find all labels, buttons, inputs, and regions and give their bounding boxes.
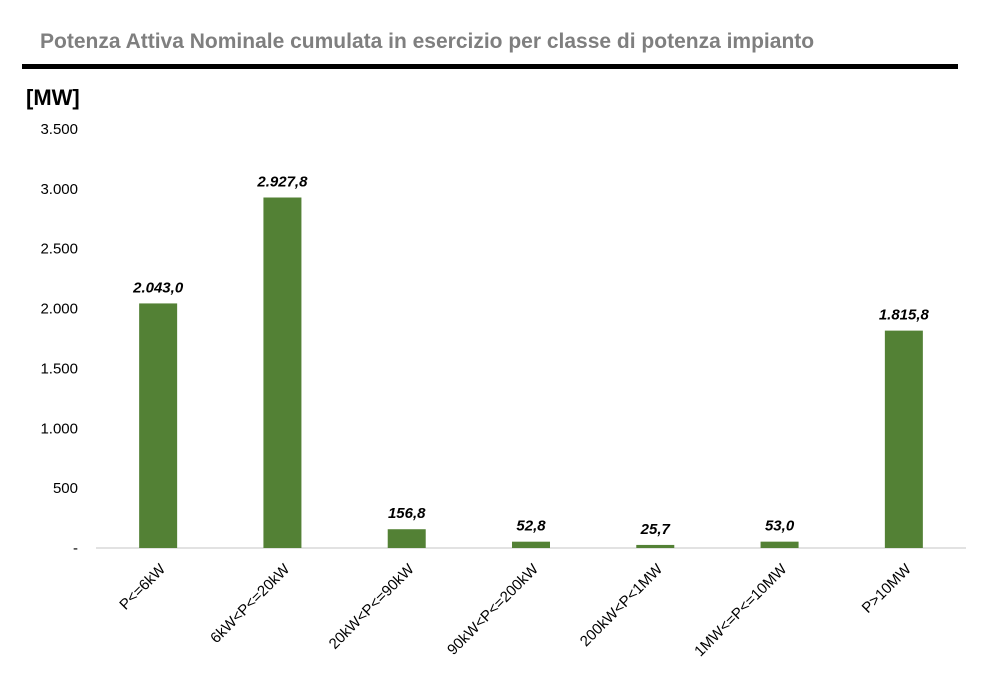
- y-axis-unit-label: [MW]: [26, 85, 80, 110]
- y-tick-label: 1.000: [40, 420, 78, 437]
- x-tick-label: 1MW<=P<=10MW: [691, 560, 791, 660]
- x-tick-label: 90kW<P<=200kW: [444, 560, 542, 658]
- x-tick-label: P>10MW: [859, 560, 916, 617]
- y-tick-label: 2.000: [40, 301, 78, 318]
- bar: [387, 529, 426, 548]
- data-label: 52,8: [516, 518, 546, 535]
- data-label: 2.927,8: [256, 174, 308, 191]
- y-tick-label: 2.500: [40, 241, 78, 258]
- y-tick-label: 500: [53, 480, 78, 497]
- x-tick-label: 200kW<P<1MW: [577, 560, 667, 650]
- bar: [884, 330, 923, 548]
- bar: [636, 544, 675, 548]
- bar: [139, 303, 178, 548]
- data-label: 156,8: [388, 505, 426, 522]
- y-tick-label: 1.500: [40, 360, 78, 377]
- x-tick-label: 6kW<P<=20kW: [207, 560, 294, 647]
- title-divider: [22, 64, 958, 69]
- bar: [760, 541, 799, 548]
- x-tick-label: P<=6kW: [116, 560, 169, 613]
- chart-title: Potenza Attiva Nominale cumulata in eser…: [40, 30, 815, 53]
- bar: [263, 197, 302, 548]
- data-label: 53,0: [765, 518, 795, 535]
- y-tick-label: 3.500: [40, 121, 78, 138]
- y-tick-label: 3.000: [40, 181, 78, 198]
- data-label: 1.815,8: [879, 307, 930, 324]
- y-tick-label: -: [73, 540, 78, 557]
- data-label: 2.043,0: [132, 279, 184, 296]
- bar: [512, 541, 550, 548]
- data-label: 25,7: [640, 521, 671, 538]
- x-tick-label: 20kW<P<=90kW: [326, 560, 418, 652]
